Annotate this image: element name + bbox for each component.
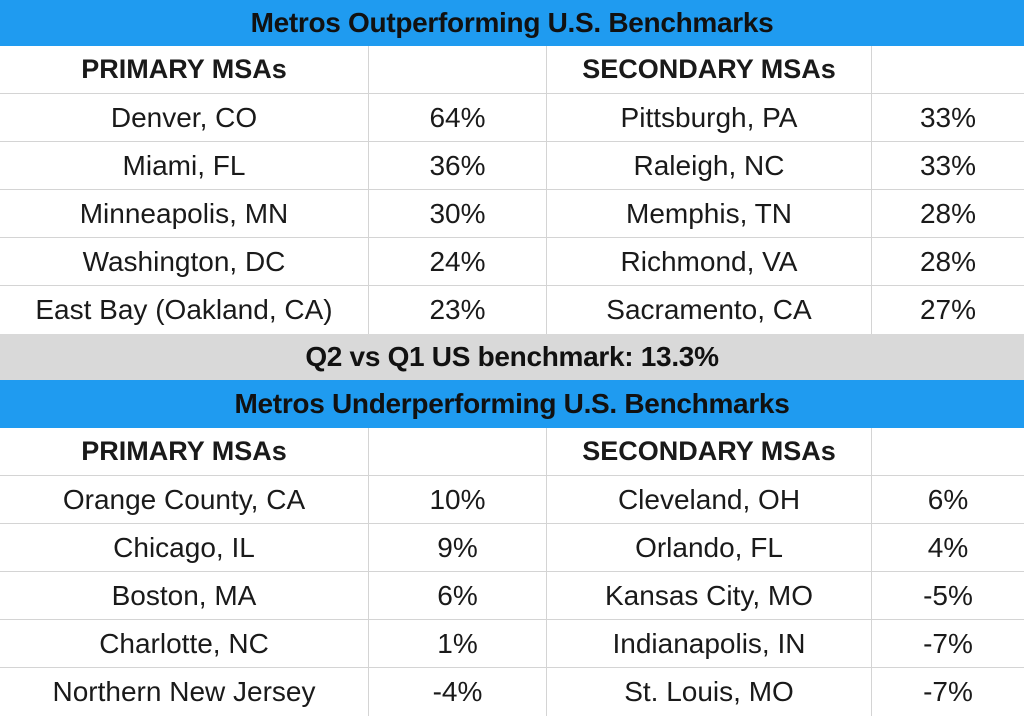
primary-header: PRIMARY MSAs — [0, 428, 369, 475]
primary-value: 9% — [369, 524, 547, 571]
outperforming-title: Metros Outperforming U.S. Benchmarks — [0, 0, 1024, 46]
secondary-value: 33% — [919, 149, 977, 181]
secondary-value: -7% — [923, 676, 973, 707]
table-row: Denver, CO 64% Pittsburgh, PA 33% — [0, 94, 1024, 142]
table-row: Northern New Jersey -4% St. Louis, MO -7… — [0, 668, 1024, 716]
table-row: East Bay (Oakland, CA) 23% Sacramento, C… — [0, 286, 1024, 334]
primary-value: 30% — [369, 190, 547, 237]
underperforming-header-row: PRIMARY MSAs SECONDARY MSAs — [0, 428, 1024, 476]
secondary-metro: St. Louis, MO — [547, 668, 872, 716]
secondary-value: -5% — [923, 579, 973, 611]
primary-metro: Orange County, CA — [0, 476, 369, 523]
underperforming-grid: PRIMARY MSAs SECONDARY MSAs Orange Count… — [0, 428, 1024, 716]
table-row: Charlotte, NC 1% Indianapolis, IN -7% — [0, 620, 1024, 668]
benchmark-band: Q2 vs Q1 US benchmark: 13.3% — [0, 334, 1024, 380]
table-row: Minneapolis, MN 30% Memphis, TN 28% — [0, 190, 1024, 238]
secondary-metro: Sacramento, CA — [547, 286, 872, 334]
primary-value: 64% — [369, 94, 547, 141]
primary-value: 6% — [369, 572, 547, 619]
table-row: Orange County, CA 10% Cleveland, OH 6% — [0, 476, 1024, 524]
secondary-value: 6% — [927, 483, 969, 515]
empty-header-cell — [369, 428, 547, 475]
secondary-value: 28% — [919, 197, 977, 229]
outperforming-header-row: PRIMARY MSAs SECONDARY MSAs — [0, 46, 1024, 94]
primary-header: PRIMARY MSAs — [0, 46, 369, 93]
underperforming-title: Metros Underperforming U.S. Benchmarks — [0, 380, 1024, 428]
secondary-value: 27% — [919, 294, 977, 325]
secondary-header: SECONDARY MSAs — [547, 46, 872, 93]
secondary-value: 33% — [919, 101, 977, 133]
primary-value: 24% — [369, 238, 547, 285]
empty-header-cell — [369, 46, 547, 93]
primary-metro: Northern New Jersey — [0, 668, 369, 716]
secondary-value: 4% — [927, 531, 969, 563]
primary-value: 23% — [369, 286, 547, 334]
secondary-metro: Cleveland, OH — [547, 476, 872, 523]
primary-value: -4% — [369, 668, 547, 716]
secondary-metro: Kansas City, MO — [547, 572, 872, 619]
table-row: Miami, FL 36% Raleigh, NC 33% — [0, 142, 1024, 190]
secondary-metro: Orlando, FL — [547, 524, 872, 571]
table-row: Boston, MA 6% Kansas City, MO -5% — [0, 572, 1024, 620]
secondary-metro: Raleigh, NC — [547, 142, 872, 189]
primary-metro: East Bay (Oakland, CA) — [0, 286, 369, 334]
outperforming-grid: PRIMARY MSAs SECONDARY MSAs Denver, CO 6… — [0, 46, 1024, 334]
primary-metro: Washington, DC — [0, 238, 369, 285]
secondary-value: 28% — [919, 245, 977, 277]
primary-value: 36% — [369, 142, 547, 189]
empty-header-cell — [872, 46, 1024, 93]
primary-metro: Boston, MA — [0, 572, 369, 619]
primary-value: 1% — [369, 620, 547, 667]
primary-metro: Minneapolis, MN — [0, 190, 369, 237]
primary-metro: Miami, FL — [0, 142, 369, 189]
secondary-header: SECONDARY MSAs — [547, 428, 872, 475]
primary-metro: Chicago, IL — [0, 524, 369, 571]
secondary-value: -7% — [923, 627, 973, 659]
secondary-metro: Richmond, VA — [547, 238, 872, 285]
secondary-metro: Pittsburgh, PA — [547, 94, 872, 141]
secondary-metro: Memphis, TN — [547, 190, 872, 237]
secondary-metro: Indianapolis, IN — [547, 620, 872, 667]
primary-metro: Denver, CO — [0, 94, 369, 141]
table-row: Washington, DC 24% Richmond, VA 28% — [0, 238, 1024, 286]
primary-metro: Charlotte, NC — [0, 620, 369, 667]
table-row: Chicago, IL 9% Orlando, FL 4% — [0, 524, 1024, 572]
primary-value: 10% — [369, 476, 547, 523]
empty-header-cell — [872, 428, 1024, 475]
